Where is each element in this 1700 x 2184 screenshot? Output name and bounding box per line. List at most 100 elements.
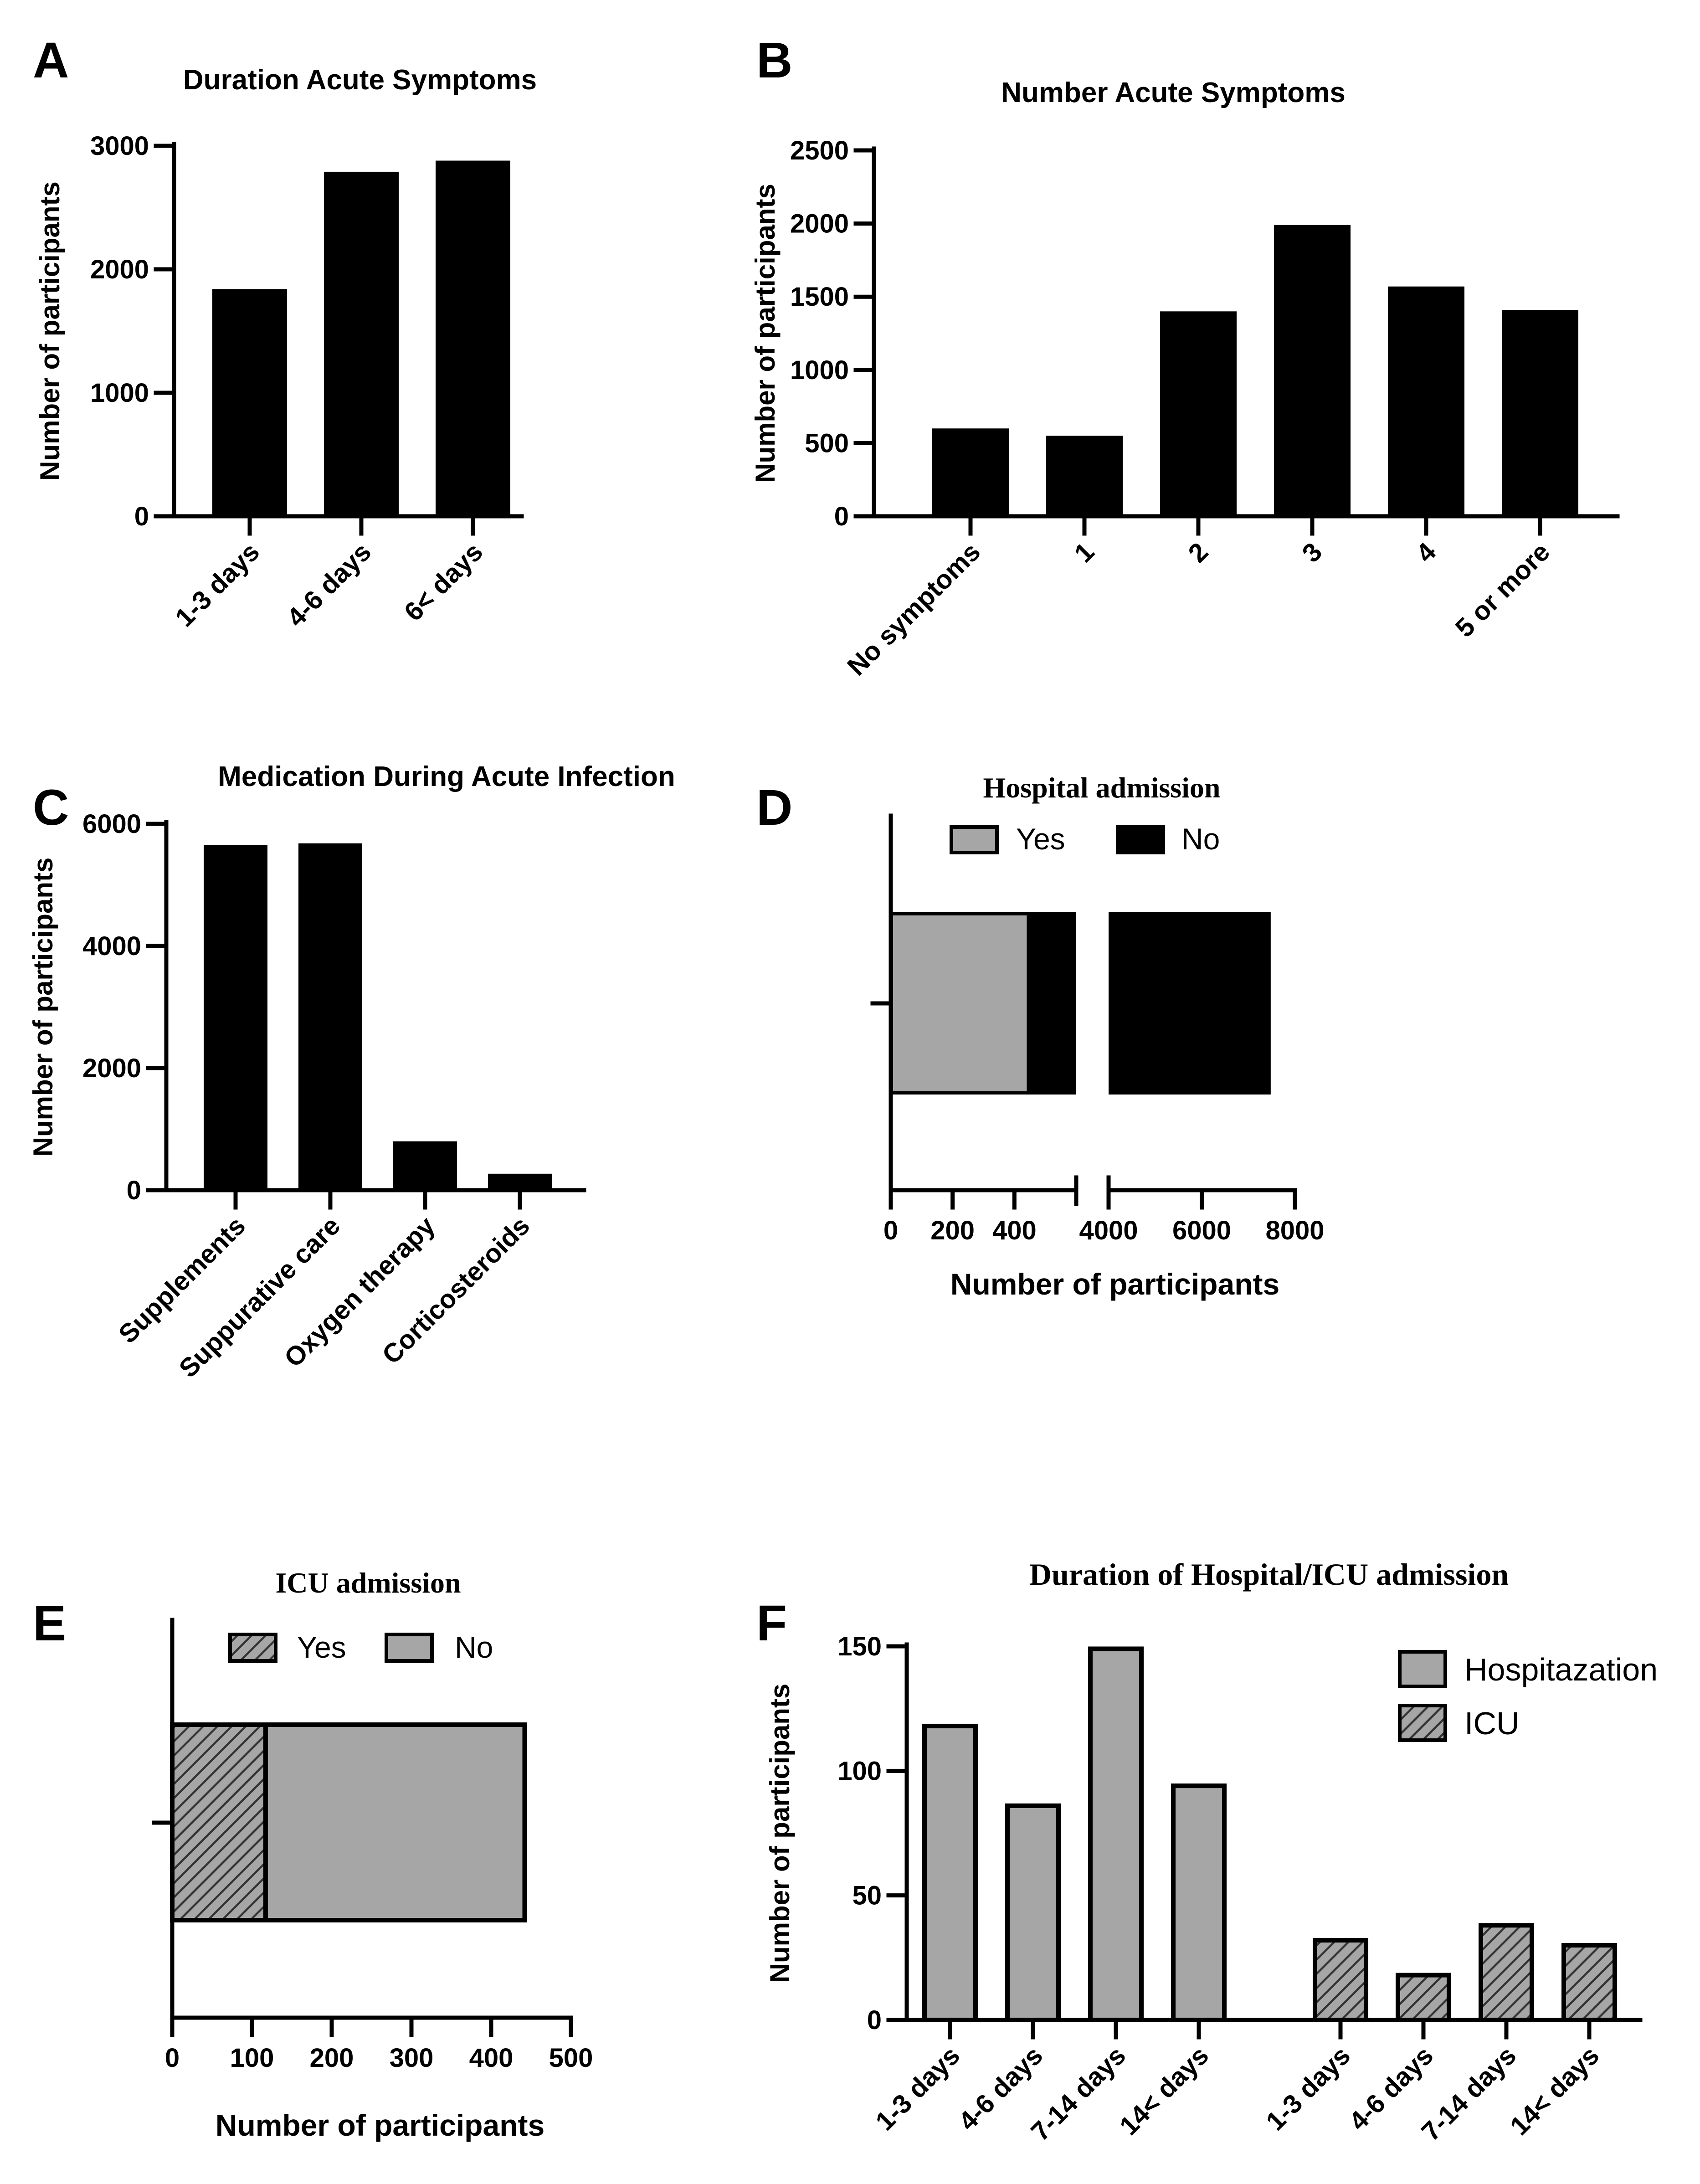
bar-4-6-days bbox=[324, 171, 399, 516]
legend-swatch-yes bbox=[228, 1633, 277, 1663]
legend-label-yes: Yes bbox=[1016, 822, 1065, 856]
x-tick-label: 500 bbox=[549, 2043, 593, 2073]
y-axis-label: Number of participants bbox=[750, 184, 781, 483]
x-tick-label: 14< days bbox=[1114, 2040, 1214, 2141]
x-tick-label: 1-3 days bbox=[870, 2040, 966, 2136]
bar-no-symptoms bbox=[932, 428, 1009, 516]
x-tick-label: 4 bbox=[1410, 537, 1442, 568]
legend-swatch-yes bbox=[950, 825, 999, 854]
bar-yes bbox=[893, 915, 1027, 1091]
legend-label-no: No bbox=[455, 1630, 493, 1664]
bar-hospitalization-4-6-days bbox=[1005, 1803, 1061, 2023]
panel-d: D Hospital admission Yes No 0 200 400 4000 6000 8… bbox=[756, 771, 1325, 1301]
legend-swatch-icu bbox=[1398, 1704, 1447, 1742]
x-tick-label: 1-3 days bbox=[1260, 2040, 1356, 2136]
bar-2 bbox=[1160, 311, 1237, 516]
bar-hospitalization-1-3-days bbox=[922, 1723, 978, 2022]
chart-title: ICU admission bbox=[275, 1567, 461, 1599]
chart-title: Hospital admission bbox=[983, 771, 1220, 804]
x-tick-label: 1 bbox=[1068, 537, 1100, 568]
bar-hospitalization-7-14-days bbox=[1088, 1646, 1144, 2022]
y-tick-label: 3000 bbox=[90, 131, 149, 161]
bar-3 bbox=[1274, 225, 1351, 516]
x-tick-label: No symptoms bbox=[842, 537, 986, 681]
y-tick-label: 100 bbox=[837, 1756, 882, 1786]
y-tick-label: 0 bbox=[834, 502, 849, 531]
x-tick-label: 4000 bbox=[1079, 1216, 1138, 1245]
legend-swatch-no bbox=[385, 1633, 434, 1663]
y-tick-label: 50 bbox=[852, 1881, 882, 1911]
panel-letter-c: C bbox=[33, 780, 69, 836]
x-tick-label: 300 bbox=[390, 2043, 434, 2073]
x-tick-label: 400 bbox=[469, 2043, 514, 2073]
x-tick-label: 400 bbox=[992, 1216, 1037, 1245]
y-tick-label: 1000 bbox=[90, 378, 149, 408]
legend-label-yes: Yes bbox=[297, 1630, 346, 1664]
x-axis-label: Number of participants bbox=[216, 2108, 544, 2142]
y-tick-label: 0 bbox=[867, 2005, 882, 2035]
chart-title: Duration of Hospital/ICU admission bbox=[1029, 1557, 1509, 1592]
y-tick-label: 0 bbox=[127, 1176, 141, 1205]
x-tick-label: 100 bbox=[230, 2043, 274, 2073]
bar-icu-7-14-days bbox=[1479, 1923, 1534, 2022]
y-tick-label: 0 bbox=[134, 502, 149, 531]
y-tick-label: 2500 bbox=[790, 136, 849, 165]
panel-a: A Duration Acute Symptoms 0 1000 2000 3000 Num… bbox=[33, 32, 537, 632]
x-tick-label: 5 or more bbox=[1449, 537, 1556, 643]
x-tick-label: Suppurative care bbox=[173, 1211, 346, 1383]
legend-label-no: No bbox=[1181, 822, 1220, 856]
bar-icu-4-6-days bbox=[1396, 1973, 1451, 2023]
bar-6-days bbox=[436, 160, 510, 516]
panel-c: C Medication During Acute Infection 0 2000 4… bbox=[28, 761, 675, 1383]
bar-no bbox=[263, 1722, 527, 1922]
legend-swatch-no bbox=[1116, 825, 1165, 854]
chart-title: Number Acute Symptoms bbox=[1001, 77, 1346, 108]
bar-hospitalization-14-days bbox=[1171, 1783, 1227, 2022]
panel-letter-d: D bbox=[756, 780, 792, 836]
panel-letter-a: A bbox=[33, 32, 69, 88]
chart-title: Duration Acute Symptoms bbox=[183, 64, 537, 96]
legend-label-hospitalization: Hospitazation bbox=[1464, 1652, 1658, 1687]
y-tick-label: 150 bbox=[837, 1632, 882, 1661]
x-tick-label: 200 bbox=[930, 1216, 975, 1245]
bar-icu-14-days bbox=[1561, 1943, 1617, 2022]
x-tick-label: 8000 bbox=[1265, 1216, 1324, 1245]
y-axis-label: Number of participants bbox=[765, 1684, 795, 1983]
y-tick-label: 1000 bbox=[790, 355, 849, 385]
chart-title: Medication During Acute Infection bbox=[218, 761, 675, 792]
bar-supplements bbox=[204, 845, 267, 1190]
panel-e: E ICU admission Yes No 0 100 200 300 400 500 Numbe… bbox=[33, 1567, 593, 2142]
y-axis-label: Number of participants bbox=[28, 858, 58, 1157]
bar-1 bbox=[1046, 436, 1123, 516]
bar-yes bbox=[170, 1722, 268, 1922]
legend-swatch-hospitalization bbox=[1398, 1650, 1447, 1688]
bar-5-or-more bbox=[1502, 310, 1578, 516]
bar-oxygen-therapy bbox=[393, 1141, 457, 1190]
x-tick-label: 200 bbox=[310, 2043, 354, 2073]
y-tick-label: 4000 bbox=[82, 931, 141, 961]
legend-label-icu: ICU bbox=[1464, 1706, 1520, 1741]
panel-f: F Duration of Hospital/ICU admission Hospi… bbox=[756, 1557, 1658, 2147]
y-tick-label: 6000 bbox=[82, 809, 141, 839]
x-tick-label: 0 bbox=[883, 1216, 898, 1245]
y-tick-label: 2000 bbox=[90, 255, 149, 284]
bar-1-3-days bbox=[212, 289, 287, 516]
bar-corticosteroids bbox=[488, 1173, 552, 1190]
x-axis-label: Number of participants bbox=[950, 1267, 1279, 1301]
panel-letter-f: F bbox=[756, 1595, 787, 1651]
bar-4 bbox=[1388, 286, 1464, 516]
y-tick-label: 2000 bbox=[790, 209, 849, 239]
x-tick-label: 2 bbox=[1182, 537, 1214, 568]
x-tick-label: 6< days bbox=[399, 537, 489, 627]
y-tick-label: 1500 bbox=[790, 282, 849, 312]
bar-suppurative-care bbox=[298, 843, 362, 1190]
bar-icu-1-3-days bbox=[1313, 1938, 1368, 2023]
y-axis-label: Number of participants bbox=[35, 181, 65, 481]
y-tick-label: 500 bbox=[805, 428, 849, 458]
x-tick-label: 0 bbox=[165, 2043, 180, 2073]
x-tick-label: 6000 bbox=[1172, 1216, 1231, 1245]
x-tick-label: 4-6 days bbox=[281, 537, 377, 632]
panel-letter-e: E bbox=[33, 1595, 66, 1651]
